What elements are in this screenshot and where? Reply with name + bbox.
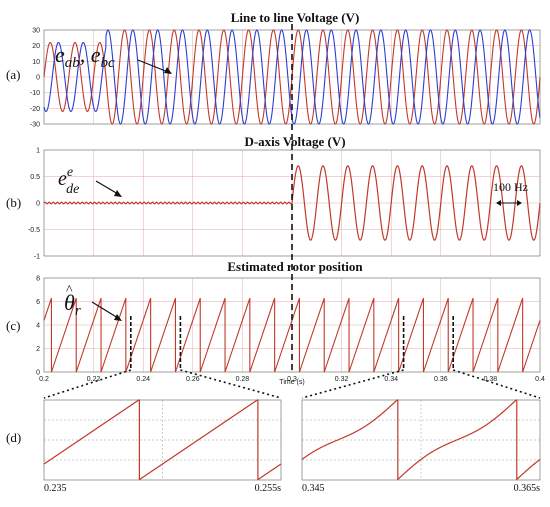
annotation-c-hat: ^ — [66, 283, 73, 298]
chart-c-title: Estimated rotor position — [227, 259, 363, 274]
chart-c-ytick-label: 0 — [36, 370, 40, 377]
chart-c-xlabel: Time (s) — [279, 379, 304, 386]
annotation-c-arrowhead — [114, 314, 122, 321]
chart-b-title: D-axis Voltage (V) — [244, 134, 345, 149]
chart-b-ytick-label: 0.5 — [30, 174, 40, 181]
chart-c-y-ticks: 0 2 4 6 8 — [36, 276, 40, 377]
freq-arrowhead-left — [496, 200, 501, 206]
chart-c-ytick-label: 8 — [36, 276, 40, 283]
annotation-a-arrow — [137, 59, 169, 73]
annotation-b: ee de 100 Hz — [58, 165, 528, 206]
chart-b-ytick-label: 0 — [36, 201, 40, 208]
chart-c-xtick-label: 0.36 — [434, 376, 448, 383]
chart-a-ytick-label: 20 — [32, 43, 40, 50]
chart-a-title: Line to line Voltage (V) — [231, 10, 360, 25]
chart-c-ytick-label: 4 — [36, 323, 40, 330]
chart-b-ytick-label: -0.5 — [28, 227, 40, 234]
chart-a-ytick-label: -20 — [30, 106, 40, 113]
chart-c-xtick-label: 0.22 — [87, 376, 101, 383]
annotation-b-arrowhead — [114, 190, 122, 197]
chart-a-ytick-label: 30 — [32, 28, 40, 35]
chart-a-y-ticks: -30 -20 -10 0 10 20 30 — [30, 28, 40, 129]
chart-c-ytick-label: 6 — [36, 299, 40, 306]
chart-c-ytick-label: 2 — [36, 346, 40, 353]
zoom-connectors — [43, 316, 541, 399]
annotation-b-text: ee de — [58, 165, 79, 197]
annotation-a: eab, ebc — [55, 42, 172, 74]
zoom-1-series — [43, 399, 282, 481]
zoom-2-connector — [452, 369, 541, 399]
chart-a-ytick-label: -10 — [30, 90, 40, 97]
chart-c-xtick-label: 0.32 — [335, 376, 349, 383]
chart-c-xtick-label: 0.34 — [384, 376, 398, 383]
chart-a-ytick-label: 10 — [32, 59, 40, 66]
zoom-2-series — [301, 399, 541, 480]
chart-c-xtick-label: 0.3 — [287, 376, 297, 383]
panel-label-d: (d) — [6, 430, 21, 445]
chart-c-xtick-label: 0.24 — [136, 376, 150, 383]
zoom-1-connector — [43, 369, 132, 399]
annotation-b-arrow — [95, 180, 119, 195]
chart-b-y-ticks: -1 -0.5 0 0.5 1 — [28, 148, 40, 261]
panel-label-b: (b) — [6, 195, 21, 210]
chart-b-ytick-label: -1 — [34, 254, 40, 261]
freq-label: 100 Hz — [493, 180, 528, 194]
chart-c-x-ticks: 0.2 0.22 0.24 0.26 0.28 0.3 0.32 0.34 0.36 0.38 0.… — [39, 376, 545, 383]
chart-b-series-1 — [43, 165, 541, 241]
chart-b-ytick-label: 1 — [36, 148, 40, 155]
zoom-2-connector — [301, 369, 404, 399]
zoom-2-left-label: 0.345 — [302, 483, 325, 494]
chart-b-series — [43, 165, 541, 241]
chart-c-xtick-label: 0.38 — [484, 376, 498, 383]
zoom-2-right-label: 0.365s — [514, 483, 541, 494]
annotation-a-text: eab, ebc — [55, 42, 115, 71]
chart-d — [43, 399, 541, 481]
chart-a-ytick-label: -30 — [30, 122, 40, 129]
zoom-1-connector — [180, 369, 282, 399]
panel-label-a: (a) — [6, 67, 20, 82]
chart-c-xtick-label: 0.26 — [186, 376, 200, 383]
chart-a-ytick-label: 0 — [36, 75, 40, 82]
chart-c-xtick-label: 0.2 — [39, 376, 49, 383]
zoom-1-right-label: 0.255s — [255, 483, 282, 494]
zoom-1-left-label: 0.235 — [44, 483, 67, 494]
chart-c-xtick-label: 0.4 — [535, 376, 545, 383]
chart-c-series — [43, 297, 541, 373]
panel-label-c: (c) — [6, 318, 20, 333]
annotation-c-arrow — [91, 301, 119, 319]
chart-c-series-1 — [43, 297, 541, 373]
annotation-c: θr ^ — [64, 283, 122, 321]
freq-arrowhead-right — [517, 200, 522, 206]
annotation-a-arrowhead — [164, 67, 172, 74]
chart-c-xtick-label: 0.28 — [236, 376, 250, 383]
